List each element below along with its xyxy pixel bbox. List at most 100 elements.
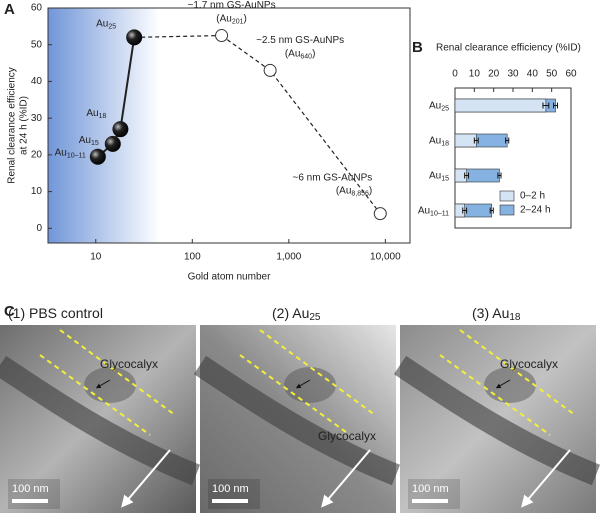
x-tick-label: 100 [184,252,201,263]
point-label-part: (Au [216,13,232,24]
shaded-region [48,8,160,243]
point-label-part: (Au [285,48,301,59]
point-label-part: 25 [108,23,116,30]
category-label-part: 18 [441,140,449,147]
panel-letter: A [4,1,15,18]
scale-label: 100 nm [212,483,249,495]
category-label: Au18 [429,135,449,147]
x-tick-label: 0 [452,69,458,80]
point-label-part: ) [244,13,247,24]
micrograph-title-part: 25 [309,312,321,323]
y-tick-label: 20 [31,150,43,161]
point-label-part: 201 [232,18,244,25]
data-point [373,207,387,221]
point-label: Au18 [86,108,106,120]
point-label-part: 18 [99,113,107,120]
x-axis-label: Gold atom number [188,272,271,283]
category-label-part: 25 [441,105,449,112]
point-label-part: ) [312,48,315,59]
scale-label: 100 nm [12,483,49,495]
data-point [104,135,121,152]
category-label-part: Au [429,170,441,181]
bar [454,133,477,148]
glycocalyx-line [459,329,576,416]
point-label-part: Au [55,147,67,158]
cell-structure [484,367,536,403]
point-label-part: Au [86,108,98,119]
point-label: (Au640) [285,48,316,60]
point-label-part: Au [96,18,108,29]
x-tick-label: 30 [507,69,519,80]
annotation: Glycocalyx [318,429,376,443]
scale-bar-bg [408,479,460,509]
legend-label: 0–2 h [520,191,545,202]
micrograph-title-part: (2) Au [272,305,309,321]
x-tick-label: 60 [565,69,577,80]
micrograph-title: (2) Au25 [272,305,321,323]
legend-swatch [499,190,515,202]
data-point [263,63,277,77]
point-label: Au10–11 [55,147,86,159]
glycocalyx-line [239,354,351,436]
glycocalyx-line [439,354,551,436]
y-axis-label: at 24 h (%ID) [19,96,30,155]
x-tick-label: 10 [469,69,481,80]
x-tick-label: 20 [488,69,500,80]
error-bar [462,207,468,214]
point-description: ~2.5 nm GS-AuNPs [256,35,344,46]
pointer-arrow [495,379,511,389]
scale-bar [212,499,248,503]
chart-title: Renal clearance efficiency (%ID) [436,43,581,54]
error-bar [473,137,479,144]
y-tick-label: 50 [31,39,43,50]
data-point [89,148,106,165]
legend-swatch [499,204,515,216]
membrane [393,355,600,486]
scale-bar [412,499,448,503]
y-tick-label: 60 [31,3,43,14]
plot-frame [47,7,411,244]
category-label: Au15 [429,170,449,182]
pointer-arrow [295,379,311,389]
point-description: ~6 nm GS-AuNPs [292,172,372,183]
category-label-part: 15 [441,175,449,182]
point-label: Au15 [79,135,99,147]
annotation: Glycocalyx [100,357,158,371]
y-tick-label: 40 [31,76,43,87]
flow-arrow [521,449,571,508]
error-bar [489,207,494,214]
point-label: Au25 [96,18,116,30]
membrane [0,355,201,486]
point-label-part: 640 [300,53,312,60]
category-label: Au10–11 [418,205,449,217]
panel-letter: C [4,303,15,320]
category-label-part: 10–11 [430,210,449,217]
x-tick-label: 50 [546,69,558,80]
x-tick-label: 1,000 [276,252,301,263]
error-bar [464,172,470,179]
point-label-part: Au [79,135,91,146]
scale-bar [12,499,48,503]
micrograph-title-part: (3) Au [472,305,509,321]
y-tick-label: 10 [31,186,43,197]
point-label-part: 10–11 [67,153,86,160]
y-axis-label: Renal clearance efficiency [7,67,18,184]
category-label-part: Au [429,135,441,146]
point-label-part: 8,856 [351,190,369,197]
micrograph-title: (1) PBS control [8,305,103,321]
cell-structure [284,367,336,403]
flow-arrow [121,449,171,508]
data-point [112,121,129,138]
membrane [193,355,401,486]
x-tick-label: 40 [527,69,539,80]
category-label: Au25 [429,100,449,112]
glycocalyx-line [39,354,151,436]
error-bar [505,137,510,144]
series-line [221,35,381,214]
point-label-part: ) [369,185,372,196]
category-label-part: Au [418,205,430,216]
flow-arrow [321,449,371,508]
micrograph-title-part: 18 [509,312,521,323]
point-description: ~1.7 nm GS-AuNPs [188,0,276,11]
